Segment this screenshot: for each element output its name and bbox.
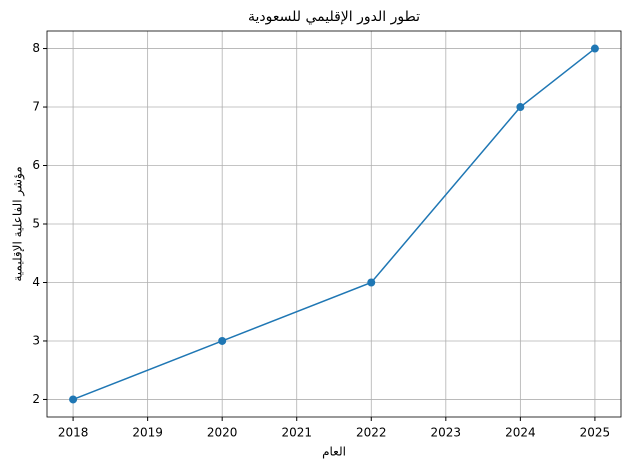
- y-tick-label: 3: [32, 333, 40, 347]
- x-axis-label: العام: [322, 445, 346, 459]
- point: [516, 103, 525, 112]
- x-tick-label: 2022: [356, 426, 387, 440]
- x-tick-label: 2023: [431, 426, 462, 440]
- y-tick-label: 6: [32, 158, 40, 172]
- chart-title: تطور الدور الإقليمي للسعودية: [248, 9, 420, 25]
- x-tick-label: 2018: [58, 426, 89, 440]
- point: [69, 395, 78, 404]
- y-tick-label: 7: [32, 100, 40, 114]
- y-tick-label: 8: [32, 41, 40, 55]
- x-tick-label: 2024: [505, 426, 536, 440]
- x-tick-label: 2021: [281, 426, 312, 440]
- x-tick-label: 2020: [207, 426, 238, 440]
- x-tick-label: 2019: [132, 426, 163, 440]
- y-tick-label: 2: [32, 392, 40, 406]
- y-tick-label: 5: [32, 217, 40, 231]
- point: [218, 336, 227, 345]
- plot-frame: [46, 30, 622, 418]
- point: [367, 278, 376, 287]
- y-axis-label: مؤشر الفاعلية الإقليمية: [11, 166, 26, 281]
- x-tick-label: 2025: [580, 426, 611, 440]
- point: [590, 44, 599, 53]
- y-tick-label: 4: [32, 275, 40, 289]
